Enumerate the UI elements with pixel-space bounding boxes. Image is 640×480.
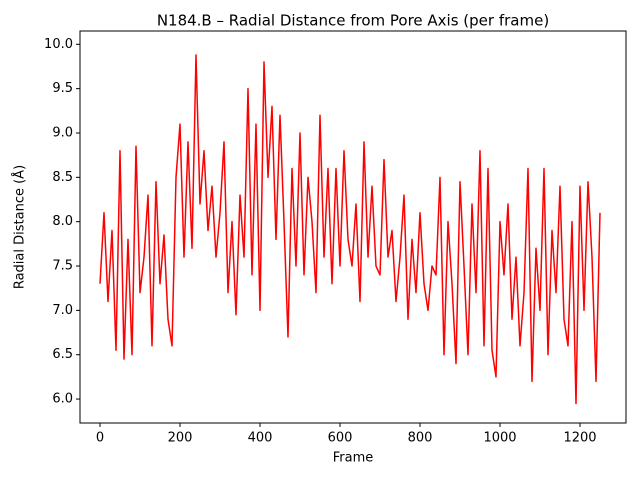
y-axis-label: Radial Distance (Å) — [12, 165, 28, 289]
y-tick-label: 9.5 — [52, 81, 73, 96]
x-tick-label: 1200 — [563, 431, 596, 446]
y-tick-label: 6.0 — [52, 392, 73, 407]
y-tick-label: 10.0 — [44, 37, 73, 52]
x-tick-label: 1000 — [483, 431, 516, 446]
x-tick-label: 400 — [248, 431, 273, 446]
chart-title: N184.B – Radial Distance from Pore Axis … — [157, 12, 549, 30]
data-line — [99, 54, 601, 405]
y-tick-label: 9.0 — [52, 125, 73, 140]
y-tick-label: 7.5 — [52, 259, 73, 274]
x-axis-label: Frame — [333, 451, 374, 466]
x-tick-label: 200 — [168, 431, 193, 446]
x-tick-label: 600 — [328, 431, 353, 446]
y-tick-label: 6.5 — [52, 347, 73, 362]
y-tick-label: 8.5 — [52, 170, 73, 185]
x-tick-label: 0 — [96, 431, 104, 446]
y-tick-label: 8.0 — [52, 214, 73, 229]
y-tick-label: 7.0 — [52, 303, 73, 318]
plot-frame — [79, 30, 627, 424]
x-tick-label: 800 — [408, 431, 433, 446]
